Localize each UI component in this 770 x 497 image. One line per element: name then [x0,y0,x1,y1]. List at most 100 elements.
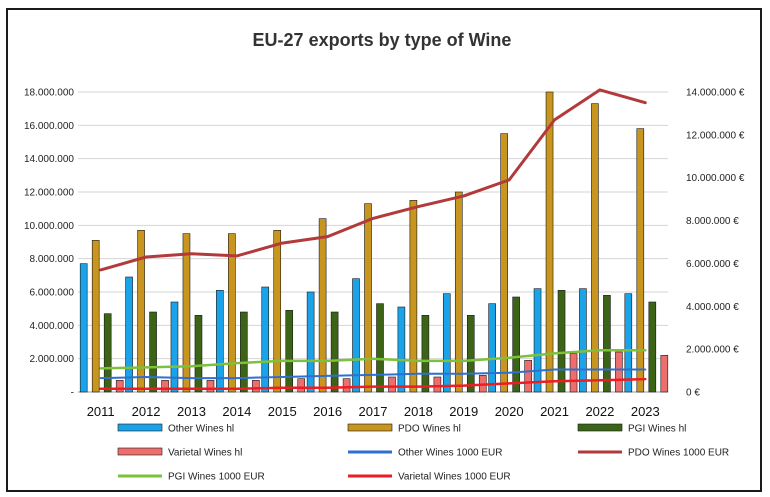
bar [352,278,360,393]
legend-swatch [577,423,623,432]
bar [442,293,451,393]
bar [524,360,532,393]
bar [91,240,100,393]
bar [636,128,645,393]
bar [170,301,179,393]
right-tick-label: 14.000.000 € [686,88,745,99]
left-tick-label: 8.000.000 [30,254,75,265]
x-tick-label: 2013 [177,404,206,419]
series-line [99,88,647,272]
left-tick-label: 16.000.000 [24,121,74,132]
x-tick-label: 2019 [449,404,478,419]
bar [500,133,508,393]
bar [603,295,611,393]
bar [342,378,351,393]
x-tick-label: 2020 [495,404,524,419]
bars-layer [79,91,669,393]
bar [376,303,384,393]
bar [409,200,418,393]
right-tick-label: 2.000.000 € [686,345,739,356]
bar [161,380,169,393]
legend-label: Other Wines 1000 EUR [398,448,503,459]
bar [125,276,133,393]
legend-label: PGI Wines hl [628,424,686,435]
bar [660,355,669,393]
bar [297,378,306,393]
legend-label: Varietal Wines hl [168,448,242,459]
bar [364,203,372,393]
left-tick-label: 18.000.000 [24,88,74,99]
series-line [99,368,647,380]
bar [194,315,203,393]
x-tick-label: 2023 [631,404,660,419]
bar [615,351,623,393]
bar [624,293,633,393]
left-tick-label: 14.000.000 [24,154,74,165]
right-tick-label: 0 € [686,388,700,399]
bar [228,233,236,393]
chart-title: EU-27 exports by type of Wine [253,30,512,50]
x-tick-label: 2021 [540,404,569,419]
x-tick-label: 2012 [132,404,161,419]
x-tick-label: 2016 [313,404,342,419]
left-tick-label: 6.000.000 [30,288,75,299]
x-tick-label: 2018 [404,404,433,419]
legend-label: PDO Wines hl [398,424,461,435]
bar [533,288,542,393]
left-tick-label: 12.000.000 [24,188,74,199]
bar [454,191,463,393]
bar [488,303,496,393]
bar [421,315,430,393]
bar [103,313,112,393]
left-tick-label: 10.000.000 [24,221,74,232]
legend-label: Other Wines hl [168,424,234,435]
bar [466,315,475,393]
bar [318,218,327,393]
x-tick-label: 2014 [222,404,251,419]
legend-label: PGI Wines 1000 EUR [168,472,265,483]
right-tick-label: 12.000.000 € [686,130,745,141]
bar [182,233,191,393]
bar [397,306,406,393]
bar [240,311,248,393]
legend-swatch [347,423,393,432]
x-tick-label: 2015 [268,404,297,419]
legend-swatch [117,447,163,456]
x-tick-label: 2022 [585,404,614,419]
bar [115,380,124,393]
chart-canvas: EU-27 exports by type of Wine - 2.000.000… [24,30,745,483]
bar [330,311,339,393]
right-axis: 0 € 2.000.000 € 4.000.000 € 6.000.000 € 8.00… [686,88,745,399]
bar [79,263,88,393]
bar [137,230,145,393]
left-axis: - 2.000.000 4.000.000 6.000.000 8.000.000 10.… [24,88,74,399]
legend-label: PDO Wines 1000 EUR [628,448,729,459]
bar [261,286,270,393]
bar [579,288,587,393]
series-line [99,377,647,391]
lines-layer [99,88,647,391]
right-tick-label: 8.000.000 € [686,216,739,227]
bar [569,353,578,393]
bar [252,380,260,393]
right-tick-label: 4.000.000 € [686,302,739,313]
bar [591,103,599,393]
bar [648,301,657,393]
left-tick-label: 4.000.000 [30,321,75,332]
right-tick-label: 10.000.000 € [686,173,745,184]
bar [206,380,215,393]
bar [285,310,294,393]
bar [557,290,566,393]
bar [216,290,224,393]
bar [512,296,520,393]
bar [433,376,442,393]
chart-frame: EU-27 exports by type of Wine - 2.000.000… [6,8,762,492]
right-tick-label: 6.000.000 € [686,259,739,270]
x-tick-label: 2017 [359,404,388,419]
legend-swatch [117,423,163,432]
x-tick-label: 2011 [87,404,115,419]
bar [388,376,396,393]
bar [149,311,157,393]
left-tick-label: - [71,388,74,399]
bar [273,230,282,393]
